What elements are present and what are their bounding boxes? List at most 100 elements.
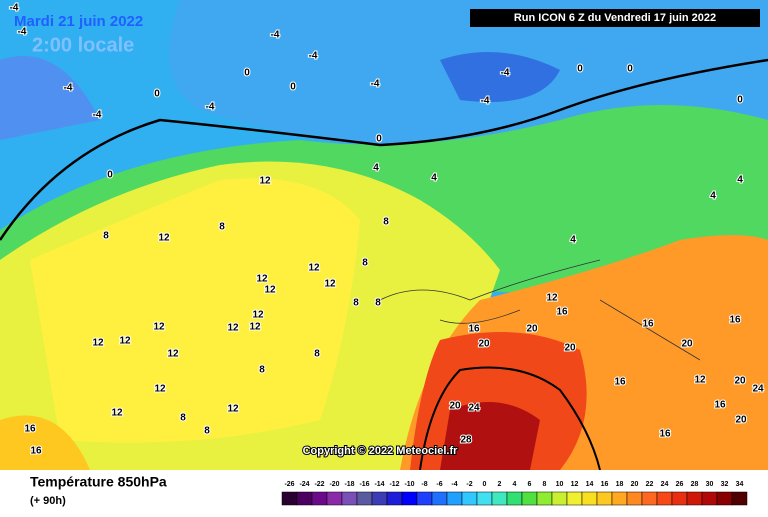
contour-label: 4 (737, 175, 743, 186)
colorbar-label: -24 (299, 481, 309, 488)
colorbar-label: 20 (631, 481, 639, 488)
colorbar-swatch (281, 491, 298, 506)
colorbar-label: -2 (466, 481, 472, 488)
colorbar-swatch (596, 491, 613, 506)
contour-label: 12 (153, 322, 165, 333)
contour-label: 8 (383, 217, 389, 228)
contour-label: 12 (694, 375, 706, 386)
colorbar-label: 0 (483, 481, 487, 488)
colorbar-label: 16 (601, 481, 609, 488)
contour-label: 12 (227, 404, 239, 415)
contour-label: 20 (564, 343, 576, 354)
contour-label: 16 (556, 307, 568, 318)
colorbar-label: -26 (284, 481, 294, 488)
contour-label: 16 (614, 377, 626, 388)
colorbar-swatch (371, 491, 388, 506)
contour-label: 12 (252, 310, 264, 321)
colorbar-swatch (296, 491, 313, 506)
contour-label: 8 (353, 298, 359, 309)
contour-label: 0 (376, 134, 382, 145)
colorbar-swatch (431, 491, 448, 506)
contour-label: -4 (93, 110, 102, 121)
copyright: Copyright © 2022 Meteociel.fr (303, 445, 459, 457)
colorbar-swatch (566, 491, 583, 506)
contour-label: 16 (642, 319, 654, 330)
contour-label: 12 (119, 336, 131, 347)
contour-label: 16 (659, 429, 671, 440)
contour-label: 0 (577, 64, 583, 75)
contour-label: 12 (546, 293, 558, 304)
footer-lead: (+ 90h) (30, 495, 66, 507)
colorbar-swatch (326, 491, 343, 506)
colorbar-swatch (626, 491, 643, 506)
colorbar-label: 24 (661, 481, 669, 488)
colorbar-label: -4 (451, 481, 457, 488)
colorbar-label: 18 (616, 481, 624, 488)
colorbar-label: 8 (543, 481, 547, 488)
colorbar-label: -16 (359, 481, 369, 488)
colorbar-label: -14 (374, 481, 384, 488)
contour-label: 12 (227, 323, 239, 334)
contour-label: 16 (729, 315, 741, 326)
contour-label: 24 (752, 384, 764, 395)
date-label: Mardi 21 juin 2022 (14, 13, 143, 30)
colorbar-label: 30 (706, 481, 714, 488)
colorbar-swatch (476, 491, 493, 506)
contour-label: 20 (526, 324, 538, 335)
colorbar-swatch (611, 491, 628, 506)
run-box (470, 9, 760, 27)
contour-label: 8 (219, 222, 225, 233)
colorbar-swatch (416, 491, 433, 506)
colorbar-swatch (311, 491, 328, 506)
colorbar-label: 22 (646, 481, 654, 488)
colorbar-label: -12 (389, 481, 399, 488)
colorbar-label: 4 (513, 481, 517, 488)
contour-label: 0 (290, 82, 296, 93)
contour-label: -4 (10, 3, 19, 14)
contour-label: 16 (714, 400, 726, 411)
contour-label: 20 (735, 415, 747, 426)
contour-label: 8 (375, 298, 381, 309)
contour-label: -4 (501, 68, 510, 79)
contour-label: 20 (449, 401, 461, 412)
contour-label: 16 (468, 324, 480, 335)
contour-label: 0 (154, 89, 160, 100)
contour-label: 4 (373, 163, 379, 174)
contour-label: 12 (167, 349, 179, 360)
contour-label: -4 (481, 96, 490, 107)
colorbar-swatch (491, 491, 508, 506)
contour-label: 20 (478, 339, 490, 350)
contour-label: 16 (24, 424, 36, 435)
colorbar-label: 2 (498, 481, 502, 488)
contour-label: 4 (710, 191, 716, 202)
contour-label: 0 (244, 68, 250, 79)
contour-label: 8 (314, 349, 320, 360)
colorbar-label: -8 (421, 481, 427, 488)
colorbar-label: 12 (571, 481, 579, 488)
colorbar-swatch (461, 491, 478, 506)
contour-label: 8 (259, 365, 265, 376)
contour-label: 20 (734, 376, 746, 387)
contour-label: 24 (468, 403, 480, 414)
colorbar-swatch (401, 491, 418, 506)
colorbar-swatch (341, 491, 358, 506)
contour-label: 12 (111, 408, 123, 419)
colorbar-swatch (641, 491, 658, 506)
colorbar-swatch (656, 491, 673, 506)
colorbar-swatch (446, 491, 463, 506)
colorbar-swatch (581, 491, 598, 506)
contour-label: 12 (154, 384, 166, 395)
contour-label: 20 (681, 339, 693, 350)
colorbar-label: 28 (691, 481, 699, 488)
contour-label: 16 (30, 446, 42, 457)
contour-label: 0 (737, 95, 743, 106)
colorbar-label: -10 (404, 481, 414, 488)
colorbar-swatch (671, 491, 688, 506)
colorbar-swatch (356, 491, 373, 506)
contour-label: 12 (264, 285, 276, 296)
colorbar-swatch (506, 491, 523, 506)
footer-title: Température 850hPa (30, 474, 167, 490)
